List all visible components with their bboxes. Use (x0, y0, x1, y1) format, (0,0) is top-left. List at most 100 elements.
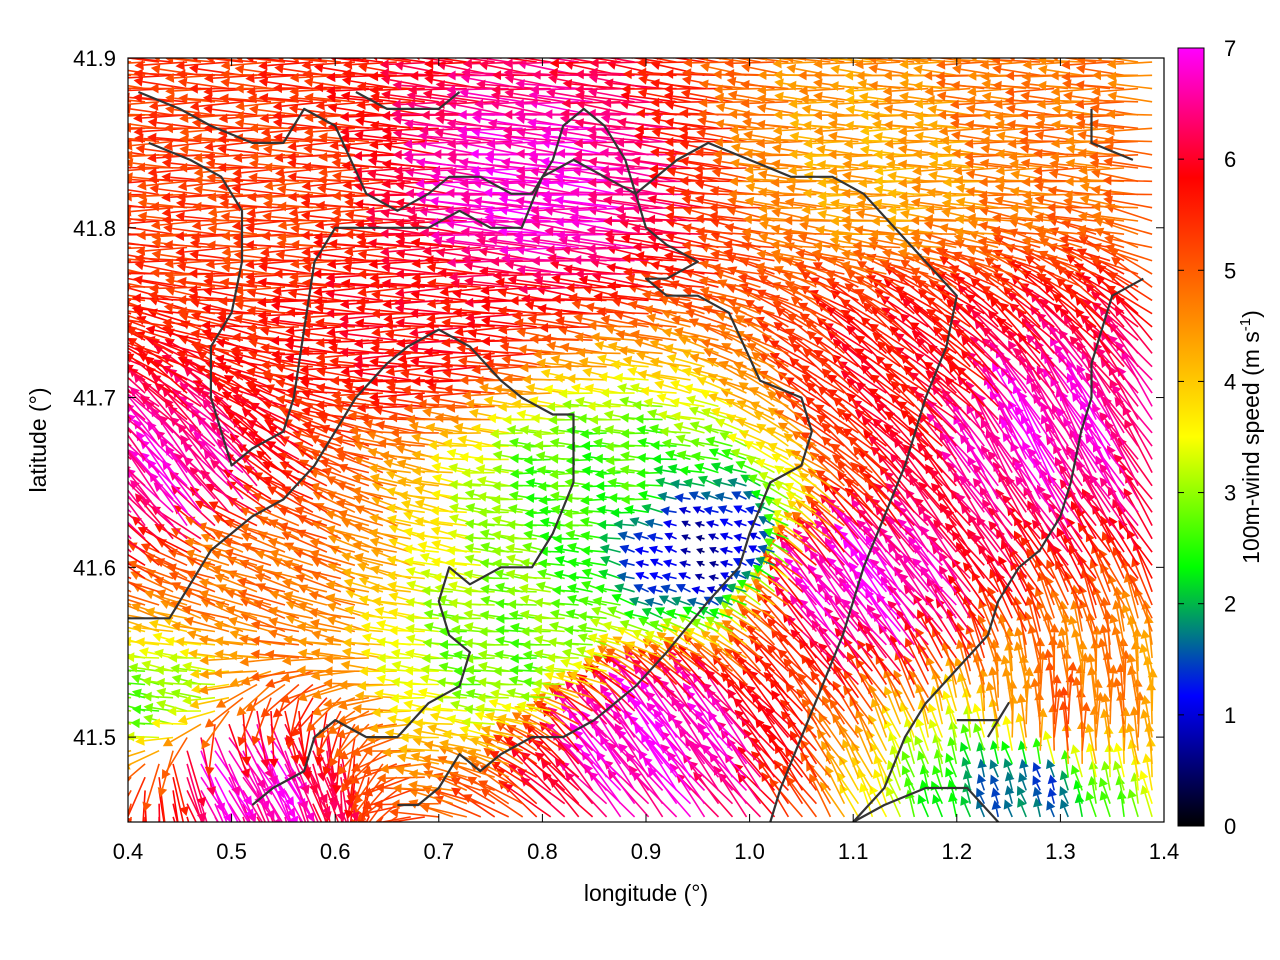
wind-arrow (128, 533, 132, 540)
wind-arrow (284, 816, 288, 822)
wind-arrow (1072, 676, 1083, 725)
colorbar-gradient (1177, 47, 1205, 827)
wind-arrow (327, 710, 370, 734)
wind-arrow (337, 696, 384, 711)
wind-arrow (172, 790, 179, 822)
wind-arrow (805, 722, 832, 765)
wind-arrow (128, 749, 146, 758)
y-tick-label: 41.6 (73, 555, 116, 580)
wind-arrow (975, 799, 986, 818)
wind-arrow (977, 758, 988, 778)
colorbar-tick-label: 3 (1224, 481, 1236, 506)
wind-arrow (186, 816, 190, 822)
wind-arrow (901, 750, 916, 778)
wind-arrow (854, 724, 874, 765)
wind-arrow (479, 765, 524, 792)
x-axis-label: longitude (°) (584, 880, 708, 906)
wind-arrow (818, 713, 846, 752)
wind-arrow (991, 800, 1002, 818)
wind-arrow (1030, 677, 1041, 725)
wind-arrow (959, 741, 972, 765)
wind-arrow (368, 803, 384, 822)
wind-arrow (128, 602, 132, 606)
wind-arrow (821, 740, 846, 778)
wind-arrow (1099, 790, 1111, 818)
wind-arrow (915, 717, 930, 751)
wind-arrow (1112, 760, 1125, 791)
wind-arrow (142, 691, 174, 702)
wind-arrow (1098, 777, 1111, 804)
wind-arrow (128, 87, 132, 90)
wind-arrow (311, 696, 356, 716)
wind-arrow (128, 521, 132, 527)
wind-arrow (214, 803, 224, 822)
wind-arrow (270, 723, 296, 782)
wind-arrow (1046, 759, 1056, 778)
wind-arrow (128, 467, 132, 474)
y-tick-label: 41.8 (73, 216, 116, 241)
wind-arrow (150, 718, 188, 729)
wind-arrow (1032, 762, 1042, 778)
wind-arrow (516, 701, 551, 712)
wind-arrow (1024, 666, 1034, 712)
wind-arrow (1046, 800, 1056, 818)
wind-arrow (266, 697, 286, 746)
wind-arrow (1125, 723, 1139, 765)
wind-arrow (128, 298, 132, 302)
wind-arrow (167, 706, 202, 717)
wind-arrow (856, 769, 874, 805)
wind-arrow (128, 273, 132, 275)
wind-arrow (1059, 786, 1069, 805)
x-tick-label: 1.0 (734, 839, 765, 864)
wind-arrow (600, 684, 636, 738)
wind-arrow (128, 763, 132, 768)
wind-arrow (413, 718, 453, 729)
wind-arrow (1032, 786, 1043, 804)
wind-arrow (256, 816, 261, 822)
wind-arrow (351, 736, 398, 757)
wind-arrow (326, 790, 340, 822)
wind-arrow (1129, 706, 1140, 751)
wind-arrow (186, 750, 206, 807)
colorbar: 0 1 2 3 4 5 6 7 100m-wind speed (m s-1) (1177, 36, 1264, 839)
wind-arrow (481, 725, 523, 739)
wind-arrow (972, 703, 986, 738)
colorbar-tick-label: 5 (1224, 258, 1236, 283)
wind-arrow (945, 752, 958, 778)
wind-arrow (1084, 723, 1097, 765)
wind-arrow (161, 737, 188, 780)
wind-arrow (214, 776, 239, 822)
wind-arrow (284, 790, 304, 822)
wind-arrow (1080, 701, 1091, 751)
wind-arrow (128, 480, 132, 487)
wind-arrow (270, 816, 274, 822)
x-tick-label: 0.9 (631, 839, 662, 864)
x-tick-label: 1.1 (838, 839, 869, 864)
wind-arrow (356, 789, 398, 822)
wind-arrow (128, 656, 132, 659)
wind-arrow (361, 763, 411, 776)
wind-arrow (200, 803, 208, 822)
wind-arrow (128, 731, 160, 742)
wind-arrow (930, 685, 944, 725)
wind-arrow (659, 679, 706, 725)
wind-arrow (256, 710, 271, 769)
wind-arrow (548, 778, 594, 818)
wind-arrow (540, 759, 580, 805)
wind-arrow (128, 74, 132, 77)
wind-arrow (379, 763, 425, 774)
wind-arrow (701, 744, 748, 791)
wind-arrow (706, 688, 748, 739)
wind-arrow (928, 718, 944, 751)
wind-arrow (1070, 744, 1083, 778)
wind-arrow (162, 723, 202, 747)
wind-arrow (128, 790, 132, 798)
wind-arrow (172, 816, 176, 822)
wind-arrow (128, 749, 132, 753)
wind-arrow (128, 696, 132, 699)
wind-arrow (128, 127, 132, 130)
wind-arrow (893, 669, 916, 712)
wind-arrow (128, 630, 132, 633)
wind-arrow (128, 259, 132, 262)
